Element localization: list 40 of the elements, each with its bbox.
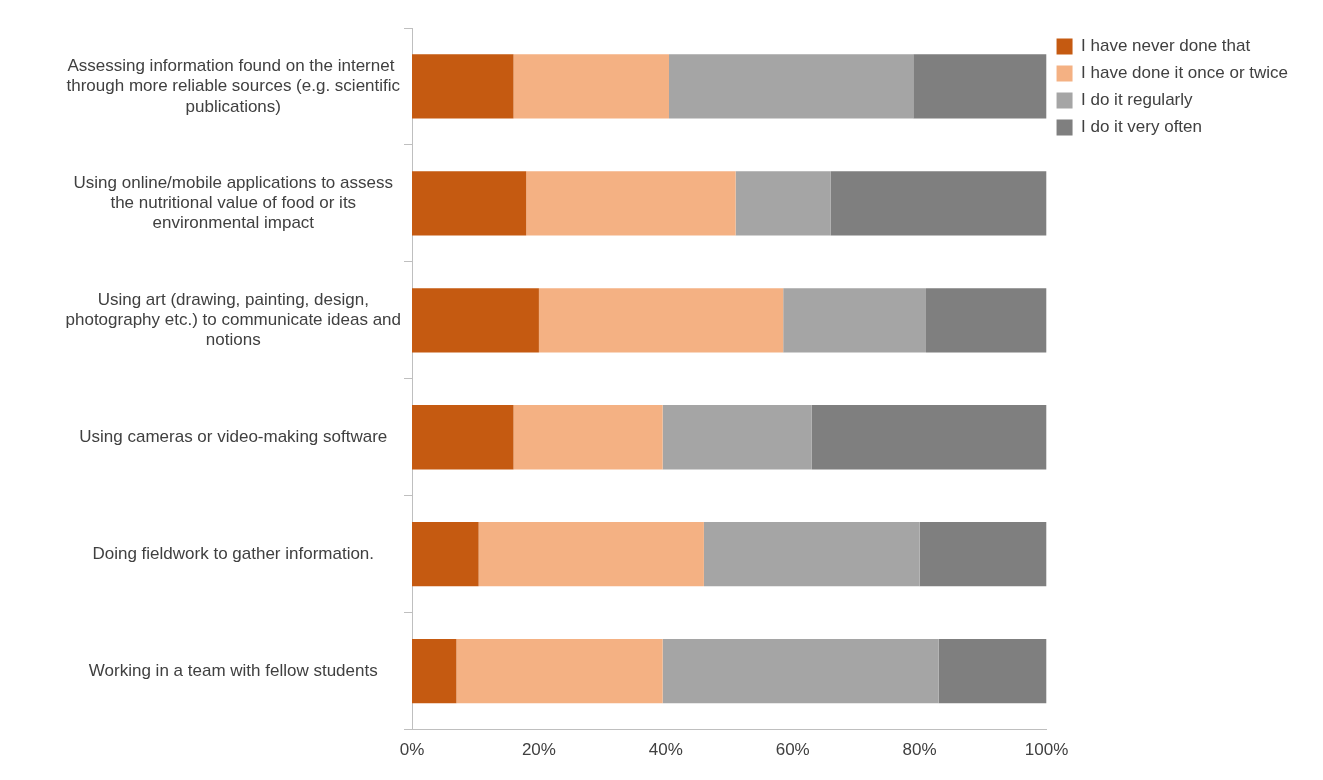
bar [526, 171, 736, 236]
bar [412, 638, 457, 704]
bar [513, 54, 669, 119]
y-tick-label: Assessing information found on the internet through more reliable sources (e.g. scientific publications) [66, 55, 401, 116]
y-tick-label: Using cameras or video-making software [79, 426, 388, 446]
bar [925, 288, 1047, 353]
bar [735, 171, 831, 236]
legend-label: I have done it once or twice [1081, 63, 1289, 83]
bar [938, 638, 1047, 704]
x-tick-label: 40% [648, 740, 683, 760]
bar [456, 638, 663, 704]
bar [913, 54, 1047, 119]
bar [703, 522, 920, 587]
y-tick-label: Using art (drawing, painting, design, photography etc.) to communicate ideas and notions [65, 289, 401, 350]
bar [538, 288, 784, 353]
x-tick-label: 20% [521, 740, 556, 760]
bar [811, 405, 1047, 470]
x-tick-label: 60% [775, 740, 810, 760]
x-tick-label: 0% [399, 740, 425, 760]
bar [478, 522, 704, 587]
y-tick-label: Doing fieldwork to gather information. [92, 543, 375, 563]
legend-label: I have never done that [1081, 36, 1251, 56]
bar [513, 405, 663, 470]
bar [919, 522, 1047, 587]
bar [412, 54, 514, 119]
bar [662, 405, 812, 470]
bar [412, 171, 527, 236]
y-tick-label: Using online/mobile applications to assess the nutritional value of food or its environmental impact [73, 172, 393, 233]
legend-label: I do it regularly [1081, 90, 1194, 110]
bar [668, 54, 914, 119]
bar [783, 288, 926, 353]
bar [830, 171, 1047, 236]
bar [662, 638, 939, 704]
bar [412, 288, 539, 353]
legend-label: I do it very often [1081, 117, 1202, 137]
bar [412, 522, 479, 587]
bar [412, 405, 514, 470]
y-tick-label: Working in a team with fellow students [88, 660, 378, 680]
x-tick-label: 80% [902, 740, 937, 760]
x-tick-label: 100% [1024, 740, 1069, 760]
